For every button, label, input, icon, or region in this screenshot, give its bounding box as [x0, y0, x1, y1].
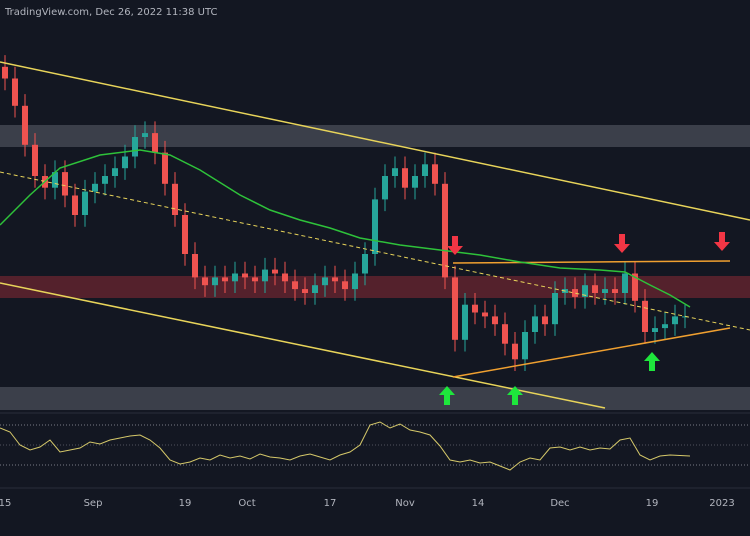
candle-body: [32, 144, 38, 176]
candle-body: [402, 168, 408, 188]
candle-body: [282, 273, 288, 282]
candle-body: [492, 316, 498, 325]
header: TradingView.com, Dec 26, 2022 11:38 UTC: [4, 7, 217, 18]
candles: [2, 55, 688, 371]
candle-body: [22, 105, 28, 145]
candle-body: [62, 172, 68, 196]
down-arrows: [447, 232, 730, 255]
x-tick-label: 14: [472, 498, 485, 509]
candle-body: [232, 273, 238, 282]
moving-average: [0, 149, 691, 308]
candle-body: [532, 316, 538, 332]
down-arrow: [614, 234, 630, 253]
up-arrow: [439, 386, 455, 405]
candle-body: [572, 289, 578, 297]
candle-body: [162, 152, 168, 184]
candle-body: [382, 176, 388, 200]
candle-body: [152, 133, 158, 153]
candle-body: [552, 293, 558, 325]
candle-body: [92, 183, 98, 192]
candle-body: [682, 316, 688, 318]
x-tick-label: Oct: [238, 498, 255, 509]
x-tick-label: 19: [646, 498, 659, 509]
candle-body: [122, 156, 128, 169]
candle-body: [452, 277, 458, 340]
up-arrow: [507, 386, 523, 405]
candle-body: [422, 164, 428, 176]
candle-body: [192, 254, 198, 278]
candle-body: [342, 281, 348, 290]
candle-body: [272, 269, 278, 274]
x-tick-label: Nov: [395, 498, 415, 509]
candle-body: [432, 164, 438, 184]
candle-body: [512, 343, 518, 360]
candle-body: [362, 254, 368, 274]
candle-body: [292, 281, 298, 290]
candle-body: [592, 285, 598, 293]
candle-body: [482, 312, 488, 317]
candle-body: [392, 168, 398, 176]
x-tick-label: Sep: [84, 498, 103, 509]
candle-body: [322, 277, 328, 286]
candle-body: [72, 195, 78, 215]
candle-body: [182, 215, 188, 254]
x-tick-label: 2023: [709, 498, 734, 509]
candle-body: [652, 328, 658, 332]
triangle-bottom: [452, 327, 731, 378]
candle-body: [522, 332, 528, 360]
candle-body: [642, 300, 648, 332]
triangle-top: [452, 260, 731, 264]
x-tick-label: 19: [179, 498, 192, 509]
candle-body: [252, 277, 258, 282]
candle-body: [12, 78, 18, 106]
x-tick-label: Dec: [550, 498, 569, 509]
candle-body: [462, 304, 468, 340]
candle-body: [52, 172, 58, 188]
candle-body: [312, 285, 318, 293]
candle-body: [142, 133, 148, 137]
candle-body: [472, 304, 478, 313]
candle-body: [242, 273, 248, 278]
candle-body: [112, 168, 118, 176]
channel-top: [0, 61, 750, 221]
candle-body: [222, 277, 228, 282]
support-zone: [0, 387, 750, 410]
candle-body: [262, 269, 268, 282]
candle-body: [332, 277, 338, 282]
x-tick-label: 17: [324, 498, 337, 509]
candle-body: [502, 324, 508, 344]
candle-body: [602, 289, 608, 293]
candle-body: [672, 316, 678, 325]
candle-body: [442, 183, 448, 278]
candle-body: [132, 137, 138, 157]
candle-body: [582, 285, 588, 297]
candle-body: [372, 199, 378, 254]
candle-body: [542, 316, 548, 325]
candle-body: [412, 176, 418, 188]
up-arrow: [644, 352, 660, 371]
candle-body: [82, 191, 88, 215]
channel-mid: [0, 171, 750, 331]
up-arrows: [439, 352, 660, 405]
rsi-line: [0, 421, 691, 471]
candle-body: [352, 273, 358, 290]
support-zone: [0, 125, 750, 147]
down-arrow: [714, 232, 730, 251]
candle-body: [102, 176, 108, 184]
candle-body: [612, 289, 618, 293]
down-arrow: [447, 236, 463, 255]
candle-body: [302, 289, 308, 293]
candle-body: [632, 273, 638, 301]
candle-body: [212, 277, 218, 286]
candle-body: [202, 277, 208, 286]
candle-body: [622, 273, 628, 293]
candle-body: [662, 324, 668, 329]
channel-bottom: [0, 282, 606, 409]
candle-body: [2, 66, 8, 79]
candle-body: [172, 183, 178, 215]
x-tick-label: 15: [0, 498, 11, 509]
